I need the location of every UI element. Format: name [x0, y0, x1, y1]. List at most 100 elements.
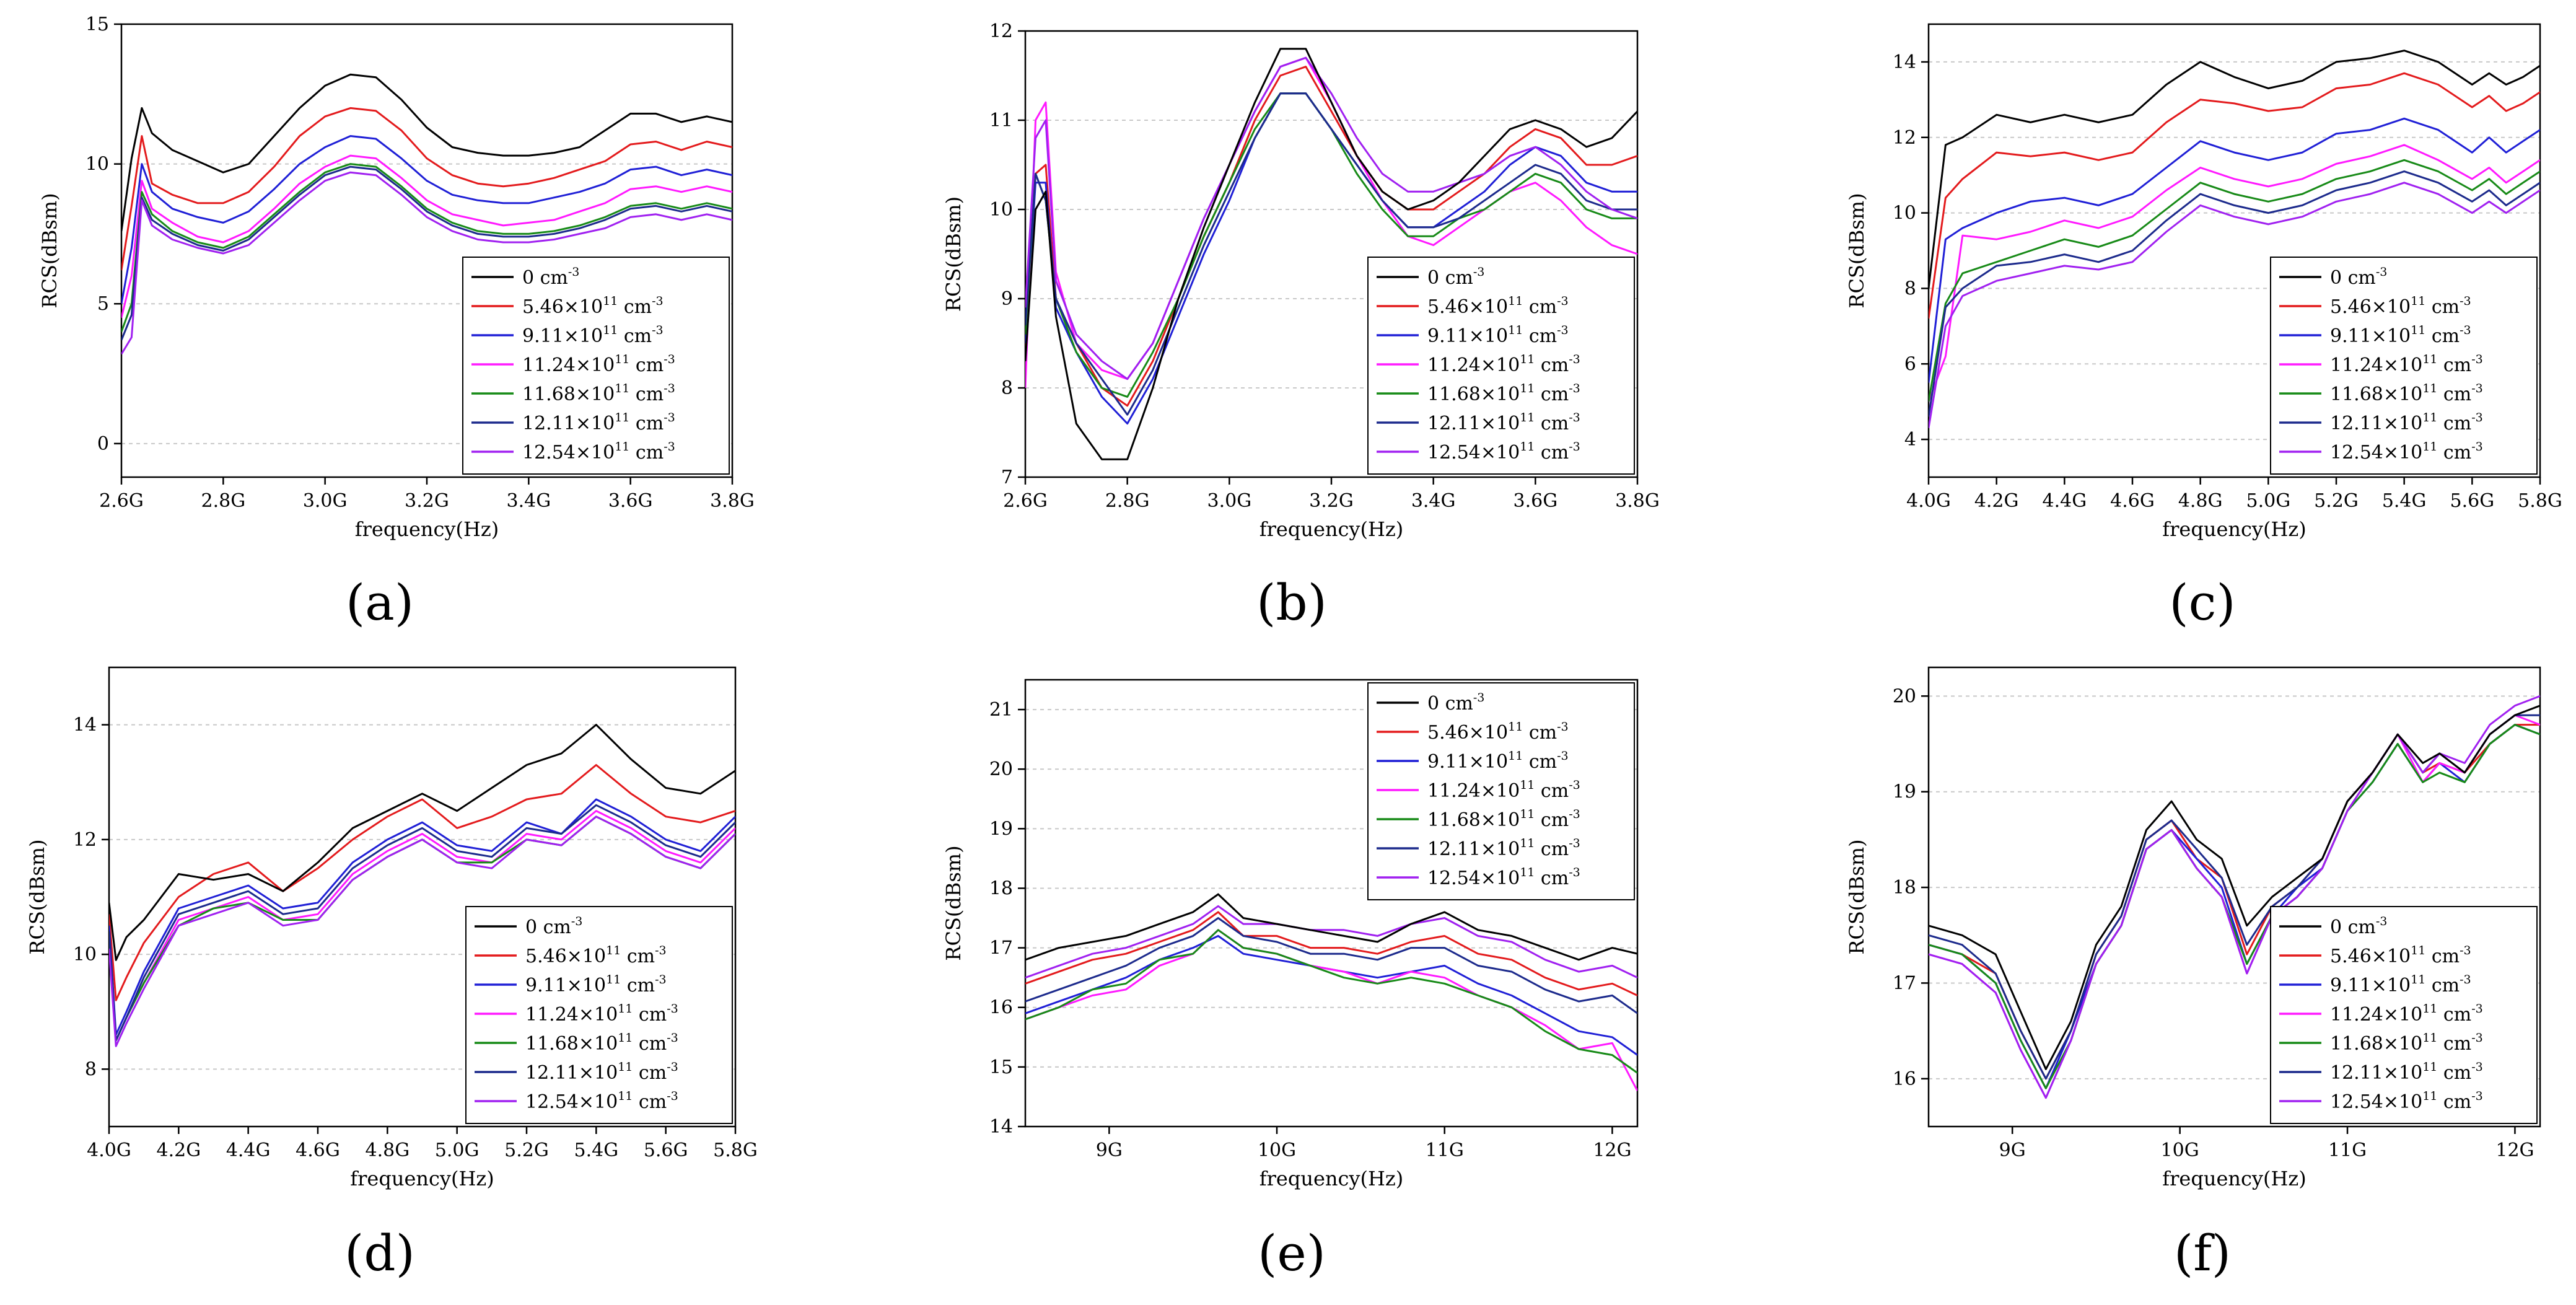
series-line-7	[1025, 905, 1637, 979]
chart-panel-a: 2.6G 2.8G 3.0G 3.2G 3.4G 3.6G 3.8G 0 5 10 15 freque…	[38, 14, 755, 541]
y-tick-label: 14	[1893, 51, 1916, 73]
chart-panel-e: 9G 10G 11G 12G 14 15 16 17 18 19 20 21 frequency(Hz)…	[942, 679, 1639, 1190]
legend-box	[465, 906, 733, 1124]
y-tick-label: 17	[1893, 972, 1916, 994]
x-tick-label: 5.4G	[574, 1140, 618, 1161]
chart-panel-d: 4.0G 4.2G 4.4G 4.6G 4.8G 5.0G 5.2G 5.4G 5.6G 5.8G…	[25, 666, 758, 1190]
x-tick-label: 5.6G	[2450, 490, 2494, 512]
legend-label: 11.24×1011 cm-3	[525, 1002, 678, 1026]
legend-label: 9.11×1011 cm-3	[2330, 973, 2471, 996]
x-tick-label: 2.8G	[1105, 490, 1150, 512]
series-line-1	[1929, 705, 2540, 1070]
legend-label: 12.54×1011 cm-3	[2330, 1089, 2483, 1113]
x-tick-label: 3.6G	[608, 490, 653, 512]
legend-label: 12.11×1011 cm-3	[2330, 411, 2483, 434]
y-tick-label: 20	[989, 758, 1013, 780]
y-tick-label: 7	[1001, 467, 1013, 488]
x-tick-label: 4.0G	[87, 1140, 131, 1161]
series-line-4	[1929, 144, 2540, 402]
y-axis-title: RCS(dBsm)	[38, 193, 61, 308]
legend-label: 5.46×1011 cm-3	[1427, 720, 1569, 744]
plot-frame	[1927, 666, 2541, 1128]
y-tick-label: 15	[989, 1057, 1013, 1078]
x-axis-title: frequency(Hz)	[350, 1167, 494, 1190]
series-line-1	[121, 73, 732, 232]
series-line-5	[1025, 929, 1637, 1074]
x-axis-title: frequency(Hz)	[2162, 517, 2306, 541]
legend-label: 0 cm-3	[1427, 265, 1484, 289]
x-tick-label: 4.4G	[2042, 490, 2087, 512]
series-line-2	[121, 107, 732, 271]
legend-label: 11.68×1011 cm-3	[522, 382, 675, 405]
y-tick-label: 14	[73, 714, 97, 736]
series-line-6	[121, 165, 732, 341]
y-tick-label: 18	[1893, 877, 1916, 899]
x-axis-title: frequency(Hz)	[1260, 1167, 1403, 1190]
legend: 0 cm-3 5.46×1011 cm-3 9.11×1011 cm-3 11.24×…	[465, 906, 733, 1124]
legend-label: 0 cm-3	[1427, 691, 1484, 714]
x-tick-label: 3.0G	[1207, 490, 1251, 512]
series-line-1	[1929, 50, 2540, 289]
x-tick-label: 3.2G	[405, 490, 449, 512]
legend-label: 12.54×1011 cm-3	[2330, 440, 2483, 464]
panel-caption: (f)	[2174, 1224, 2231, 1282]
legend-label: 12.11×1011 cm-3	[1427, 411, 1580, 434]
y-tick-label: 9	[1001, 288, 1013, 310]
legend-box	[1367, 257, 1635, 475]
y-tick-label: 4	[1904, 429, 1916, 450]
chart-panel-f: 9G 10G 11G 12G 16 17 18 19 20 frequency(Hz) RCS(dB…	[1845, 666, 2541, 1190]
y-tick-label: 8	[1001, 377, 1013, 399]
y-tick-label: 17	[989, 938, 1013, 959]
x-tick-label: 9G	[1999, 1140, 2026, 1161]
legend-box	[462, 257, 730, 475]
legend-label: 9.11×1011 cm-3	[2330, 323, 2471, 347]
series-line-5	[121, 163, 732, 332]
x-tick-label: 12G	[2495, 1140, 2534, 1161]
x-tick-label: 2.6G	[99, 490, 144, 512]
legend-label: 5.46×1011 cm-3	[525, 944, 667, 967]
series-line-2	[1025, 911, 1637, 996]
series-line-7	[121, 171, 732, 355]
chart-panel-b: 2.6G 2.8G 3.0G 3.2G 3.4G 3.6G 3.8G 7 8 9 10 11 12 fre…	[942, 20, 1660, 541]
legend-box	[1367, 682, 1635, 900]
x-tick-label: 3.2G	[1309, 490, 1354, 512]
series-line-3	[1929, 117, 2540, 383]
x-tick-label: 9G	[1096, 1140, 1123, 1161]
series-line-1	[1025, 893, 1637, 961]
legend-label: 12.11×1011 cm-3	[525, 1060, 678, 1084]
legend-label: 9.11×1011 cm-3	[1427, 749, 1569, 773]
series-line-6	[1025, 917, 1637, 1014]
y-tick-label: 21	[989, 699, 1013, 721]
legend-label: 11.24×1011 cm-3	[522, 353, 675, 376]
panel-caption: (b)	[1256, 574, 1327, 631]
chart-panel-c: 4.0G 4.2G 4.4G 4.6G 4.8G 5.0G 5.2G 5.4G 5.6G 5.8G…	[1845, 23, 2562, 541]
y-tick-label: 12	[1893, 127, 1916, 149]
y-tick-label: 10	[1893, 203, 1916, 224]
x-tick-label: 3.8G	[1615, 490, 1660, 512]
y-tick-label: 8	[85, 1058, 97, 1080]
legend-label: 0 cm-3	[2330, 915, 2387, 938]
x-tick-label: 10G	[2161, 1140, 2199, 1161]
legend-label: 5.46×1011 cm-3	[2330, 944, 2471, 967]
x-tick-label: 12G	[1593, 1140, 1631, 1161]
series-line-4	[121, 154, 732, 319]
y-axis-title: RCS(dBsm)	[25, 839, 49, 954]
legend-label: 9.11×1011 cm-3	[522, 323, 664, 347]
y-tick-label: 20	[1893, 685, 1916, 707]
legend-label: 5.46×1011 cm-3	[1427, 294, 1569, 318]
legend: 0 cm-3 5.46×1011 cm-3 9.11×1011 cm-3 11.24×…	[462, 257, 730, 475]
series-line-1	[1025, 48, 1637, 460]
legend-label: 11.68×1011 cm-3	[2330, 1031, 2483, 1055]
y-tick-label: 16	[989, 997, 1013, 1019]
panel-caption: (c)	[2169, 574, 2235, 631]
y-tick-label: 16	[1893, 1068, 1916, 1090]
x-tick-label: 4.6G	[296, 1140, 340, 1161]
plot-frame	[1927, 23, 2541, 478]
legend-label: 11.24×1011 cm-3	[2330, 1002, 2483, 1026]
x-tick-label: 5.6G	[644, 1140, 688, 1161]
plot-frame	[1024, 679, 1639, 1128]
series-line-2	[1929, 72, 2540, 319]
y-tick-label: 19	[989, 818, 1013, 840]
y-axis-title: RCS(dBsm)	[1845, 839, 1868, 954]
